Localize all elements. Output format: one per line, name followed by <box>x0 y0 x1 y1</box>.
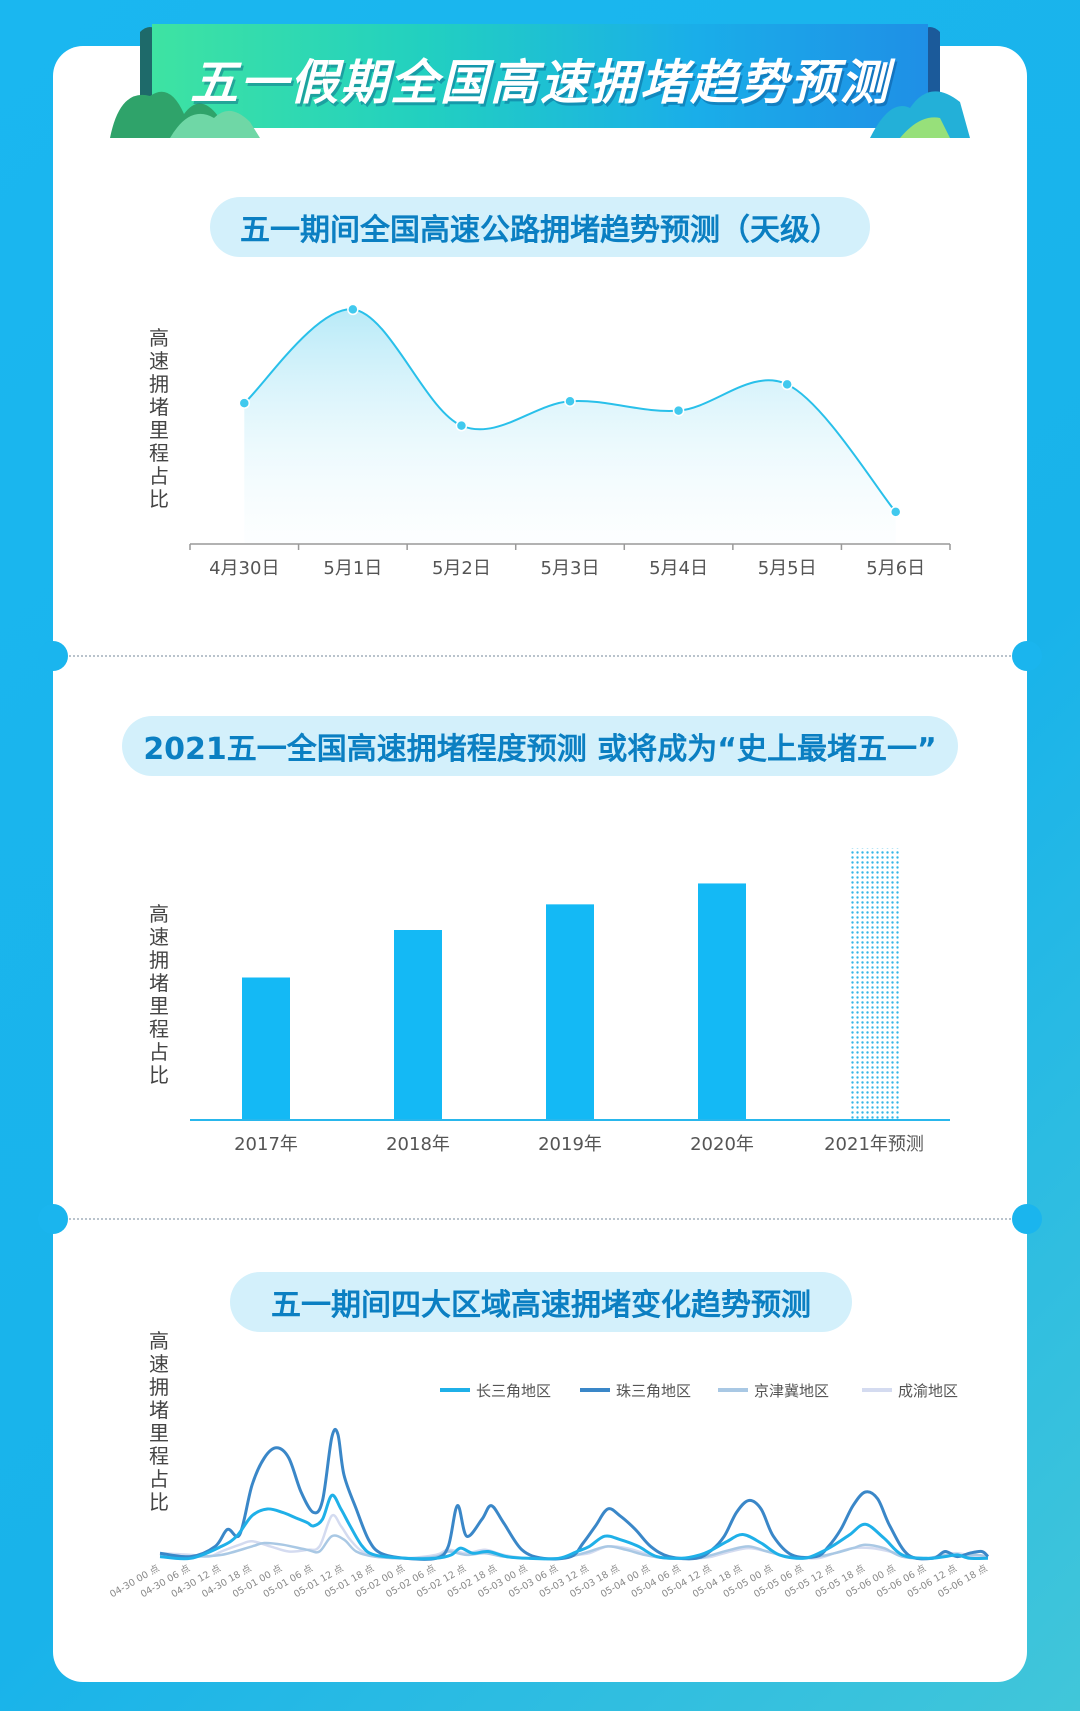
bar <box>394 930 442 1120</box>
x-tick-label: 5月1日 <box>323 558 382 579</box>
section1-ylabel: 高速拥堵里程占比 <box>149 326 169 511</box>
legend-label: 京津冀地区 <box>754 1382 829 1400</box>
data-point <box>238 397 251 409</box>
series-line <box>159 1493 989 1561</box>
legend-label: 成渝地区 <box>898 1382 958 1400</box>
notch-left <box>38 1204 68 1234</box>
data-point <box>672 404 685 417</box>
notch-left <box>38 641 68 671</box>
yearly-bar-chart: 2017年 2018年 2019年 2020年 2021年预测 <box>190 848 950 1155</box>
x-tick-label: 2017年 <box>234 1134 298 1155</box>
divider <box>53 655 1027 657</box>
x-tick-label: 4月30日 <box>209 558 279 579</box>
data-point <box>455 419 468 432</box>
notch-right <box>1012 1204 1042 1234</box>
forecast-bar <box>849 848 899 1120</box>
leaf-right-icon <box>870 91 970 138</box>
x-tick-label: 2018年 <box>386 1134 450 1155</box>
divider <box>53 1218 1027 1220</box>
header-banner <box>110 24 970 138</box>
x-tick-label: 2021年预测 <box>824 1134 924 1155</box>
x-tick-label: 2019年 <box>538 1134 602 1155</box>
legend-label: 珠三角地区 <box>616 1382 691 1400</box>
area-fill <box>244 309 896 544</box>
series-line <box>159 1534 989 1560</box>
section3-ylabel: 高速拥堵里程占比 <box>149 1329 169 1514</box>
data-point <box>781 378 793 391</box>
data-point <box>347 303 359 316</box>
x-tick-label: 2020年 <box>690 1134 754 1155</box>
section2-ylabel: 高速拥堵里程占比 <box>149 902 169 1087</box>
section1-title: 五一期间全国高速公路拥堵趋势预测（天级） <box>210 197 870 257</box>
x-tick-label: 5月6日 <box>866 558 925 579</box>
x-tick-label: 5月4日 <box>649 558 708 579</box>
x-tick-label: 5月2日 <box>432 558 491 579</box>
data-point <box>889 506 902 518</box>
daily-trend-line-chart: 4月30日 5月1日 5月2日 5月3日 5月4日 5月5日 5月6日 <box>189 303 951 579</box>
x-tick-label: 5月5日 <box>758 558 817 579</box>
data-point <box>564 395 576 407</box>
page-title: 五一假期全国高速拥堵趋势预测 <box>189 55 890 111</box>
section3-title: 五一期间四大区域高速拥堵变化趋势预测 <box>230 1272 852 1332</box>
bar <box>698 883 746 1120</box>
section2-title: 2021五一全国高速拥堵程度预测 或将成为“史上最堵五一” <box>122 716 958 776</box>
legend-label: 长三角地区 <box>476 1382 551 1400</box>
bar <box>242 977 290 1120</box>
notch-right <box>1012 641 1042 671</box>
bar <box>546 904 594 1120</box>
series-line <box>159 1427 990 1561</box>
x-tick-label: 5月3日 <box>541 558 600 579</box>
